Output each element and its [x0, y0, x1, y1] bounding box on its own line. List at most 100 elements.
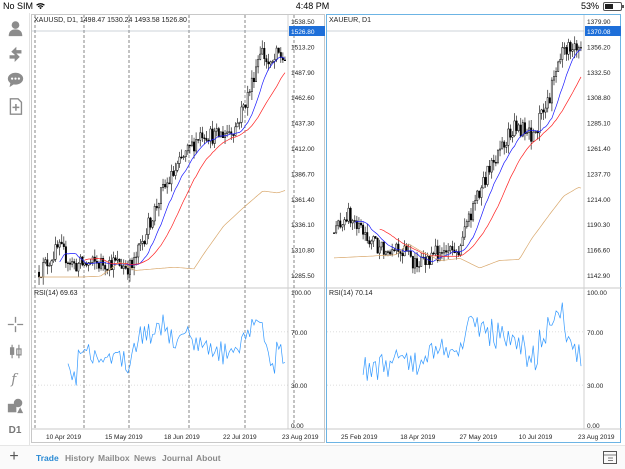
price-scale-label: 1513.20 [291, 44, 315, 51]
tab-history[interactable]: History [65, 453, 95, 463]
candle-body [523, 122, 526, 134]
chart-xauusd[interactable]: 1538.50 1513.20 1487.90 1462.60 1437.30 1412.… [31, 14, 326, 443]
candle-body [424, 257, 427, 265]
candle-body [532, 131, 535, 142]
candle-body [64, 246, 67, 264]
price-scale-label: 1190.30 [587, 222, 610, 229]
candle-body [445, 250, 448, 253]
candle-body [362, 224, 365, 235]
tab-trade[interactable]: Trade [36, 453, 59, 463]
candle-body [190, 141, 193, 146]
candle-body [283, 59, 286, 62]
tab-mailbox[interactable]: Mailbox [98, 453, 130, 463]
candle-body [265, 58, 268, 63]
candle-body [71, 261, 74, 265]
rsi-scale-label: 100.00 [587, 290, 607, 297]
date-axis-label: 25 Feb 2019 [341, 434, 378, 441]
candle-body [499, 148, 502, 151]
candle-body [135, 256, 138, 259]
candle-body [553, 76, 555, 81]
trade-arrows-icon[interactable] [4, 42, 26, 64]
candle-body [62, 243, 65, 247]
candle-body [378, 246, 381, 254]
candle-body [569, 42, 572, 52]
carrier: No SIM [3, 1, 45, 11]
shapes-icon[interactable] [4, 394, 26, 416]
tab-about[interactable]: About [196, 453, 221, 463]
ma-fast-line [59, 56, 286, 266]
candle-body [387, 251, 389, 253]
tab-news[interactable]: News [134, 453, 157, 463]
candle-body [463, 226, 466, 238]
candle-body [52, 259, 55, 262]
candle-body [482, 177, 485, 189]
candle-body [517, 124, 520, 131]
candle-body [426, 255, 429, 265]
candle-body [60, 241, 63, 245]
candle-body [389, 251, 392, 255]
window-layout-icon[interactable] [603, 451, 617, 464]
current-price-text: 1526.80 [291, 29, 315, 36]
candle-body [230, 131, 233, 135]
rsi-scale-label: 70.00 [587, 330, 604, 337]
tab-journal[interactable]: Journal [162, 453, 193, 463]
ma-fast-line [354, 49, 582, 262]
candle-body [484, 177, 487, 185]
candlestick-icon[interactable] [4, 340, 26, 362]
candle-body [259, 53, 262, 60]
date-axis-label: 10 Jul 2019 [519, 434, 553, 441]
price-scale-label: 1142.90 [587, 273, 610, 280]
candle-body [151, 220, 154, 228]
new-order-icon[interactable] [4, 95, 26, 117]
status-bar: No SIM 4:48 PM 53% [0, 0, 625, 13]
candle-body [432, 252, 435, 255]
svg-text:f: f [10, 371, 19, 386]
candle-body [188, 144, 191, 147]
candle-body [370, 240, 373, 245]
candle-body [182, 156, 185, 158]
timeframe-button[interactable]: D1 [4, 419, 26, 441]
candle-body [234, 126, 237, 136]
candle-body [252, 77, 255, 83]
chat-icon[interactable] [4, 68, 26, 90]
chart-xaueur[interactable]: 1379.90 1356.20 1332.50 1308.80 1285.10 1261.… [326, 14, 622, 443]
candle-body [376, 238, 379, 254]
crosshair-icon[interactable] [4, 313, 26, 335]
candle-body [440, 252, 443, 254]
candle-body [178, 156, 181, 164]
candle-body [126, 268, 129, 275]
add-icon[interactable]: + [9, 448, 19, 465]
candle-body [544, 107, 547, 113]
candle-body [382, 241, 385, 255]
candle-body [195, 139, 198, 152]
candle-body [108, 260, 111, 271]
candle-body [397, 243, 400, 252]
function-icon[interactable]: f [4, 367, 26, 389]
candle-body [405, 245, 408, 252]
candle-body [494, 162, 497, 164]
account-icon[interactable] [4, 17, 26, 39]
candle-body [575, 43, 578, 51]
candle-body [267, 61, 270, 65]
price-scale-label: 1237.70 [587, 171, 611, 178]
candle-body [50, 260, 53, 266]
candle-body [193, 141, 196, 152]
candle-body [228, 131, 231, 133]
price-scale-label: 1285.10 [587, 121, 611, 128]
candle-body [226, 131, 229, 135]
candle-body [66, 262, 69, 264]
candle-body [261, 47, 264, 55]
candle-body [46, 259, 49, 267]
candle-body [457, 251, 460, 256]
candle-body [139, 242, 142, 246]
candle-body [557, 61, 560, 72]
candle-body [434, 245, 437, 255]
candle-body [409, 250, 412, 257]
candle-body [213, 130, 216, 144]
candle-body [157, 203, 160, 209]
date-axis-label: 10 Apr 2019 [46, 434, 81, 441]
candle-body [478, 190, 481, 198]
candle-body [197, 139, 200, 141]
candle-body [347, 207, 350, 222]
candle-body [357, 222, 360, 229]
